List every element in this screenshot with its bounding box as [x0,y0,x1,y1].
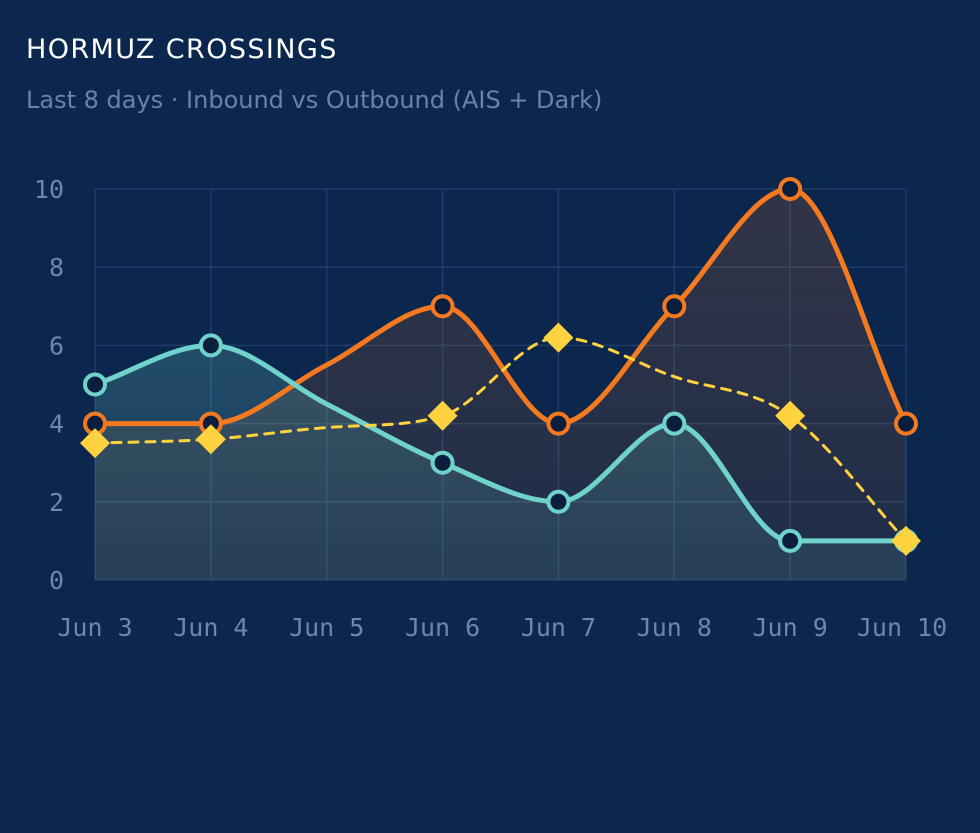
point-yellow [427,400,458,431]
y-axis-ticks: 0 2 4 6 8 10 [34,175,64,595]
point-orange [662,294,687,319]
x-tick-label: Jun 3 [57,613,132,642]
y-tick-label: 8 [49,253,64,282]
x-tick-label: Jun 10 [857,613,947,642]
point-yellow [543,322,574,353]
data-markers [80,177,921,556]
area-fills [95,189,906,580]
point-teal [430,450,455,475]
area-teal [95,345,906,580]
x-tick-label: Jun 7 [521,613,596,642]
point-orange [894,411,918,436]
y-tick-label: 2 [49,488,64,517]
point-yellow [775,400,806,431]
point-yellow [80,428,110,459]
x-tick-label: Jun 8 [637,613,712,642]
chart-subtitle: Last 8 days · Inbound vs Outbound (AIS +… [26,86,603,114]
x-tick-label: Jun 9 [753,613,828,642]
point-teal [778,528,803,553]
chart-title: HORMUZ CROSSINGS [26,34,338,65]
point-orange [546,411,571,436]
x-tick-label: Jun 6 [405,613,480,642]
y-tick-label: 0 [49,566,64,595]
x-tick-label: Jun 4 [173,613,248,642]
x-axis-ticks: Jun 3 Jun 4 Jun 5 Jun 6 Jun 7 Jun 8 Jun 9 Jun 1… [57,613,947,642]
point-teal [83,372,107,397]
point-yellow [195,424,226,455]
x-tick-label: Jun 5 [289,613,364,642]
line-teal [92,342,909,544]
point-teal [198,333,223,358]
point-yellow [891,525,921,556]
point-teal [546,489,571,514]
point-orange [778,177,803,201]
point-orange [430,294,455,319]
point-teal [662,411,687,436]
y-tick-label: 6 [49,331,64,360]
y-tick-label: 4 [49,410,64,439]
y-tick-label: 10 [34,175,64,204]
